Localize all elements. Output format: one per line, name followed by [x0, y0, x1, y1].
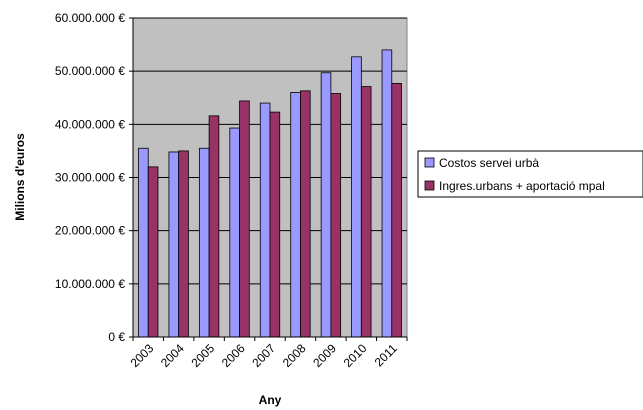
bar-ingressos-2011: [391, 82, 402, 338]
y-tick-label: 10.000.000 €: [55, 277, 125, 291]
bar-costos-2010: [351, 56, 362, 338]
bar-ingressos-2003: [147, 166, 159, 338]
bar-ingressos-2006: [239, 100, 250, 338]
bar-costos-2005: [198, 147, 210, 338]
x-tick-label: 2003: [128, 341, 157, 370]
bar-costos-2008: [290, 92, 301, 338]
x-tick-label: 2004: [158, 341, 187, 370]
x-tick-label: 2011: [372, 341, 400, 369]
legend-label-costos: Costos servei urbà: [439, 156, 539, 170]
bar-ingressos-2007: [269, 111, 281, 338]
y-axis-title: Milions d'euros: [13, 133, 27, 221]
bar-ingressos-2009: [330, 93, 342, 338]
bar-costos-2009: [320, 72, 332, 338]
y-tick-label: 40.000.000 €: [55, 117, 125, 131]
legend-swatch-ingressos: [424, 180, 435, 191]
y-tick-label: 30.000.000 €: [55, 171, 125, 185]
bar-costos-2007: [259, 102, 271, 338]
legend-swatch-costos: [424, 157, 435, 168]
legend-label-ingressos: Ingres.urbans + aportació mpal: [439, 179, 605, 193]
bar-costos-2004: [168, 151, 180, 338]
bars: [138, 49, 402, 338]
x-tick-label: 2006: [219, 341, 248, 370]
x-axis-title: Any: [259, 393, 282, 407]
x-axis: 2003 2004 2005 2006 2007 2008 2009 2010 2011: [128, 336, 408, 370]
y-tick-label: 0 €: [108, 330, 125, 344]
y-axis: 0 € 10.000.000 € 20.000.000 € 30.000.000 € 4…: [55, 11, 134, 344]
legend-box: [417, 150, 643, 198]
x-tick-label: 2005: [188, 341, 217, 370]
bar-ingressos-2010: [360, 86, 372, 338]
x-tick-label: 2009: [310, 341, 339, 370]
x-tick-label: 2007: [249, 341, 278, 370]
legend: Costos servei urbà Ingres.urbans + aport…: [417, 150, 643, 198]
bar-ingressos-2008: [300, 90, 311, 338]
x-tick-label: 2010: [341, 341, 370, 370]
bar-costos-2006: [229, 127, 240, 338]
bar-ingressos-2005: [208, 115, 220, 338]
bar-ingressos-2004: [178, 150, 189, 338]
y-tick-label: 60.000.000 €: [55, 11, 125, 25]
y-tick-label: 50.000.000 €: [55, 64, 125, 78]
y-tick-label: 20.000.000 €: [55, 224, 125, 238]
bar-costos-2003: [138, 147, 149, 338]
x-tick-label: 2008: [280, 341, 309, 370]
bar-costos-2011: [381, 49, 393, 338]
